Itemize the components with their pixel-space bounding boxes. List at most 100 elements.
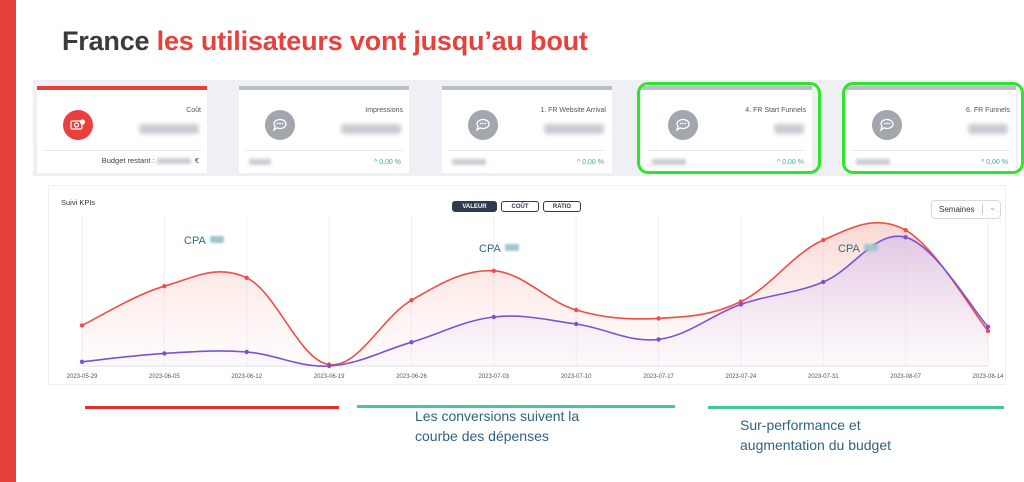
kpi-cards-strip: Coût Budget restant : € Impressions ^ 0,… (33, 80, 1018, 176)
kpi-footer-redacted (652, 159, 688, 166)
x-tick-label: 2023-05-29 (67, 374, 98, 380)
data-point (903, 228, 908, 233)
x-tick-label: 2023-06-05 (149, 374, 180, 380)
data-point (738, 302, 744, 307)
data-point (409, 298, 414, 303)
data-point (79, 359, 85, 364)
slide-title-country: France (62, 26, 150, 56)
card-divider (245, 150, 403, 151)
chat-icon (872, 110, 902, 140)
chart-title: Suivi KPIs (61, 198, 96, 207)
data-point (821, 237, 826, 243)
card-divider (648, 150, 806, 151)
kpi-card-impressions[interactable]: Impressions ^ 0,00 % (239, 86, 409, 173)
x-tick-label: 2023-07-24 (726, 374, 757, 380)
kpi-change: ^ 0,00 % (776, 159, 804, 166)
x-tick-label: 2023-06-19 (314, 374, 345, 380)
cpa-value-redacted (210, 236, 224, 243)
kpi-change-value: 0,00 % (986, 159, 1008, 166)
select-divider (982, 204, 983, 215)
data-point (79, 323, 85, 328)
x-tick-label: 2023-07-10 (561, 374, 592, 380)
cpa-label: CPA (479, 243, 501, 255)
chat-icon (265, 110, 295, 140)
x-tick-label: 2023-07-03 (478, 374, 509, 380)
budget-currency: € (194, 156, 199, 165)
cpa-label: CPA (838, 243, 860, 255)
data-point (491, 268, 497, 273)
kpi-title: 6. FR Funnels (966, 107, 1010, 114)
kpi-change: ^ 0,00 % (373, 159, 401, 166)
x-tick-label: 2023-08-07 (890, 374, 921, 380)
note-conversions: Les conversions suivent la courbe des dé… (415, 408, 580, 444)
kpi-value-redacted (139, 124, 199, 134)
data-point (985, 324, 991, 329)
money-icon (63, 110, 93, 140)
data-point (821, 279, 826, 285)
data-point (244, 349, 249, 355)
kpi-title: 4. FR Start Funnels (745, 107, 806, 114)
kpi-value-redacted (544, 124, 604, 134)
kpi-change: ^ 0,00 % (576, 159, 604, 166)
annotation-line-green-2 (708, 406, 1004, 409)
kpi-card-start-funnels[interactable]: 4. FR Start Funnels ^ 0,00 % (642, 86, 812, 173)
card-divider (852, 150, 1010, 151)
left-accent-bar (0, 0, 16, 482)
kpi-value-redacted (968, 124, 1008, 134)
slide-title-headline: les utilisateurs vont jusqu’au bout (156, 26, 588, 56)
series-line-1 (81, 235, 989, 367)
kpi-footer-redacted (856, 159, 892, 166)
card-divider (448, 150, 606, 151)
kpi-card-website-arrival[interactable]: 1. FR Website Arrival ^ 0,00 % (442, 86, 612, 173)
kpi-card-funnels[interactable]: 6. FR Funnels ^ 0,00 % (846, 86, 1016, 173)
data-point (162, 284, 167, 289)
period-select[interactable]: Semaines ⌄ (931, 200, 1001, 219)
kpi-card-cost[interactable]: Coût Budget restant : € (37, 86, 207, 173)
kpi-change: ^ 0,00 % (980, 159, 1008, 166)
highlight-box-start-funnels (637, 82, 821, 174)
data-point (573, 307, 579, 313)
data-point (656, 337, 661, 342)
kpi-change-value: 0,00 % (582, 159, 604, 166)
data-point (326, 363, 332, 369)
x-tick-label: 2023-06-12 (231, 374, 262, 380)
data-point (162, 351, 167, 356)
kpi-chart-panel: Suivi KPIs VALEUR COÛT RATIO Semaines ⌄ … (48, 185, 1006, 385)
card-divider (43, 150, 201, 151)
data-point (903, 235, 908, 240)
data-point (573, 321, 579, 327)
kpi-value-redacted (774, 124, 804, 134)
cpa-label: CPA (184, 235, 206, 247)
kpi-change-value: 0,00 % (782, 159, 804, 166)
chat-icon (468, 110, 498, 140)
cpa-value-redacted (505, 244, 519, 251)
kpi-change-value: 0,00 % (379, 159, 401, 166)
kpi-footer-redacted (452, 159, 488, 166)
annotation-line-red (85, 406, 339, 409)
kpi-title: Impressions (365, 107, 403, 114)
kpi-title: Coût (186, 107, 201, 114)
period-select-value: Semaines (939, 205, 975, 214)
x-tick-label: 2023-07-31 (808, 374, 839, 380)
highlight-box-funnels (842, 82, 1024, 174)
budget-value-redacted (156, 158, 191, 165)
data-point (491, 314, 497, 320)
data-point (244, 275, 249, 280)
data-point (409, 340, 414, 345)
x-tick-label: 2023-07-17 (643, 374, 674, 380)
annotation-line-green-1 (357, 405, 675, 408)
kpi-title: 1. FR Website Arrival (540, 107, 606, 114)
budget-remaining: Budget restant : € (102, 156, 199, 165)
cpa-value-redacted (864, 244, 878, 251)
budget-label: Budget restant : (101, 156, 155, 165)
toggle-valeur[interactable]: VALEUR (452, 201, 497, 212)
data-point (656, 316, 661, 321)
chat-icon (668, 110, 698, 140)
toggle-ratio[interactable]: RATIO (543, 201, 581, 212)
toggle-cout[interactable]: COÛT (501, 201, 539, 212)
kpi-chart: 2023-05-29 2023-06-05 2023-06-12 2023-06-19… (67, 216, 1004, 380)
series-area-1 (82, 236, 988, 367)
chevron-down-icon: ⌄ (989, 203, 996, 212)
x-tick-label: 2023-06-26 (396, 374, 427, 380)
kpi-footer-redacted (249, 159, 273, 166)
